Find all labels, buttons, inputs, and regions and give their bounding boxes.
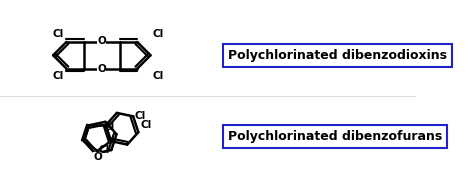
Text: Cl: Cl	[103, 122, 115, 132]
Text: Cl: Cl	[152, 71, 164, 81]
Text: Cl: Cl	[53, 29, 64, 39]
Text: Polychlorinated dibenzodioxins: Polychlorinated dibenzodioxins	[227, 49, 446, 62]
Text: O: O	[93, 152, 102, 162]
Text: Cl: Cl	[135, 111, 146, 121]
Text: Polychlorinated dibenzofurans: Polychlorinated dibenzofurans	[227, 130, 442, 143]
Text: Cl: Cl	[152, 29, 164, 39]
Text: Cl: Cl	[98, 145, 110, 155]
Text: Cl: Cl	[53, 71, 64, 81]
Text: O: O	[97, 65, 106, 74]
Text: Cl: Cl	[140, 120, 151, 130]
Text: O: O	[97, 36, 106, 46]
